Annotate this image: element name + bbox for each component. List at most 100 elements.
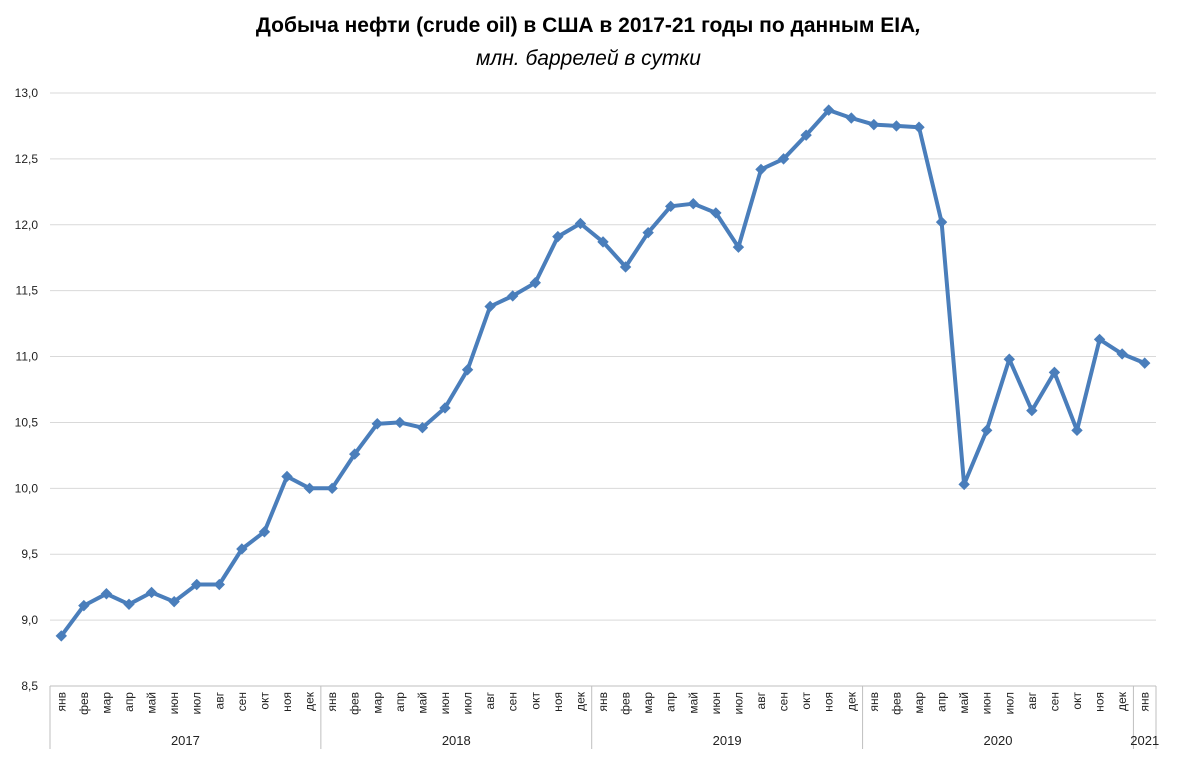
data-point [303, 482, 316, 495]
x-tick-label-month: окт [799, 692, 813, 710]
data-point [78, 599, 90, 612]
y-tick-label: 9,0 [21, 613, 38, 627]
x-tick-label-month: ноя [822, 692, 836, 712]
data-point [981, 424, 993, 437]
x-tick-label-month: дек [844, 691, 858, 711]
x-tick-label-month: янв [867, 692, 881, 712]
data-point [168, 595, 180, 608]
x-tick-label-month: янв [1138, 692, 1152, 712]
data-point [349, 448, 361, 460]
x-tick-label-month: май [145, 692, 159, 714]
data-point [619, 261, 632, 273]
data-point [258, 526, 271, 538]
x-tick-label-month: май [686, 692, 700, 714]
data-point [484, 300, 496, 313]
data-point [1071, 424, 1083, 437]
x-tick-label-month: июн [980, 692, 994, 714]
chart-title-suffix: , [915, 14, 922, 37]
y-tick-label: 11,0 [16, 350, 39, 364]
x-tick-label-year: 2020 [984, 733, 1013, 748]
x-tick-label-month: сен [1047, 692, 1061, 711]
data-point [145, 586, 158, 599]
x-tick-label-month: май [415, 692, 429, 714]
x-tick-label-month: окт [528, 692, 542, 710]
data-point [326, 482, 338, 495]
x-tick-label-month: апр [393, 692, 407, 712]
x-tick-label-year: 2021 [1130, 733, 1159, 748]
y-tick-label: 11,5 [16, 284, 39, 298]
data-point [800, 129, 812, 141]
x-tick-label-month: мар [641, 692, 655, 714]
x-tick-label-month: июл [190, 692, 204, 714]
data-point [732, 241, 745, 253]
data-point [574, 217, 587, 230]
x-tick-label-month: апр [935, 692, 949, 712]
x-tick-label-year: 2017 [171, 733, 200, 748]
x-tick-label-month: янв [596, 692, 610, 712]
x-tick-label-month: сен [506, 692, 520, 711]
x-tick-label-month: июн [167, 692, 181, 714]
x-tick-label-month: фев [77, 692, 91, 715]
data-point [958, 478, 970, 491]
data-point [1003, 353, 1015, 365]
chart-title: Добыча нефти (crude oil) в США в 2017-21… [0, 14, 1177, 38]
data-point [371, 418, 383, 430]
data-point [439, 402, 451, 414]
x-tick-label-month: мар [912, 692, 926, 714]
data-point [281, 470, 293, 483]
x-tick-label-month: апр [664, 692, 678, 712]
y-tick-label: 13,0 [15, 86, 39, 100]
y-tick-label: 8,5 [21, 679, 38, 693]
data-point [507, 290, 519, 302]
data-point [123, 598, 135, 611]
series-crude-oil [55, 104, 1151, 642]
x-tick-label-month: июл [731, 692, 745, 714]
data-point [665, 200, 677, 213]
x-tick-label-month: янв [325, 692, 339, 712]
data-point [1139, 357, 1151, 369]
data-point [461, 364, 474, 376]
data-point [213, 578, 225, 591]
x-tick-label-year: 2019 [713, 733, 742, 748]
data-point [642, 226, 654, 239]
x-tick-label-month: авг [212, 691, 226, 709]
x-tick-label-month: авг [1025, 691, 1039, 709]
x-tick-label-month: фев [619, 692, 633, 715]
data-point [55, 630, 67, 642]
x-tick-label-month: июн [709, 692, 723, 714]
x-tick-label-month: окт [1070, 692, 1084, 710]
y-tick-label: 12,5 [15, 152, 39, 166]
x-tick-label-month: фев [889, 692, 903, 715]
x-tick-label-month: дек [573, 691, 587, 711]
x-tick-label-month: окт [257, 692, 271, 710]
y-tick-label: 10,5 [15, 415, 39, 429]
x-tick-label-month: ноя [551, 692, 565, 712]
y-axis: 8,5 9,0 9,5 10,0 10,5 11,0 11,5 12,0 12,5 13,0 [15, 86, 39, 693]
x-tick-label-month: сен [777, 692, 791, 711]
x-tick-label-month: ноя [280, 692, 294, 712]
data-point [868, 118, 880, 131]
chart-subtitle: млн. баррелей в сутки [476, 47, 701, 70]
data-point [597, 236, 609, 248]
data-point [687, 197, 699, 210]
x-tick-label-month: апр [122, 692, 136, 712]
x-axis: янв фев мар апр май июн июл авг сен окт ноя дек янв ф… [49, 685, 1159, 749]
y-tick-label: 9,5 [21, 547, 38, 561]
x-tick-label-month: мар [370, 692, 384, 714]
x-tick-label-year: 2018 [442, 733, 471, 748]
x-tick-label-month: авг [754, 691, 768, 709]
data-point [913, 121, 925, 133]
data-point [1026, 404, 1038, 417]
data-point [845, 112, 857, 124]
x-tick-label-month: июл [461, 692, 475, 714]
data-point [710, 207, 722, 219]
y-tick-label: 12,0 [15, 218, 39, 232]
data-point [236, 543, 248, 555]
chart-title-text: Добыча нефти (crude oil) в США в 2017-21… [255, 14, 916, 37]
data-point [1048, 366, 1061, 379]
x-tick-label-month: июн [438, 692, 452, 714]
data-point [1116, 348, 1128, 360]
x-tick-label-month: авг [483, 691, 497, 709]
data-point [755, 163, 767, 176]
